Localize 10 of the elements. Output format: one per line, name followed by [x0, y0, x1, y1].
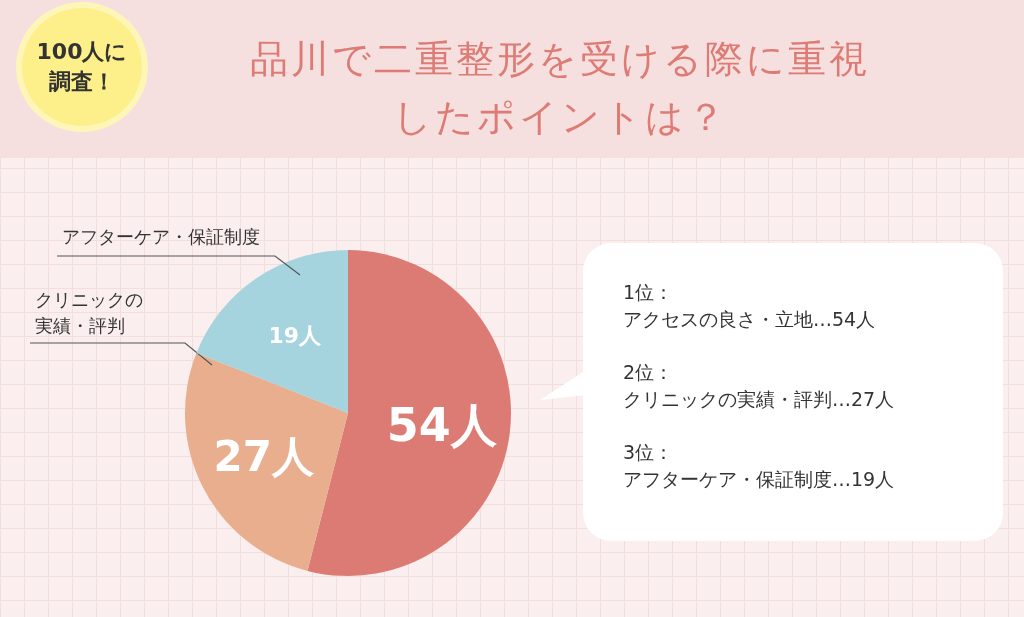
text: 100人に調査！ — [22, 8, 142, 126]
data-label: 27人 — [213, 431, 314, 481]
chart-title: 品川で二重整形を受ける際に重視したポイントは？ — [249, 36, 871, 141]
slice-label: アフターケア・保証制度 — [62, 225, 261, 249]
pie-slice — [185, 353, 348, 571]
slice-label: クリニックの実績・評判 — [35, 288, 144, 338]
data-label: 54人 — [386, 397, 497, 452]
pie-slice — [196, 250, 348, 413]
data-label: 19人 — [268, 322, 323, 348]
picture-speech-bubble: 1位： アクセスの良さ・立地…54人 2位： クリニックの実績・評判…27人 3位： アフターケア・保証制度…19人 — [583, 243, 1003, 541]
